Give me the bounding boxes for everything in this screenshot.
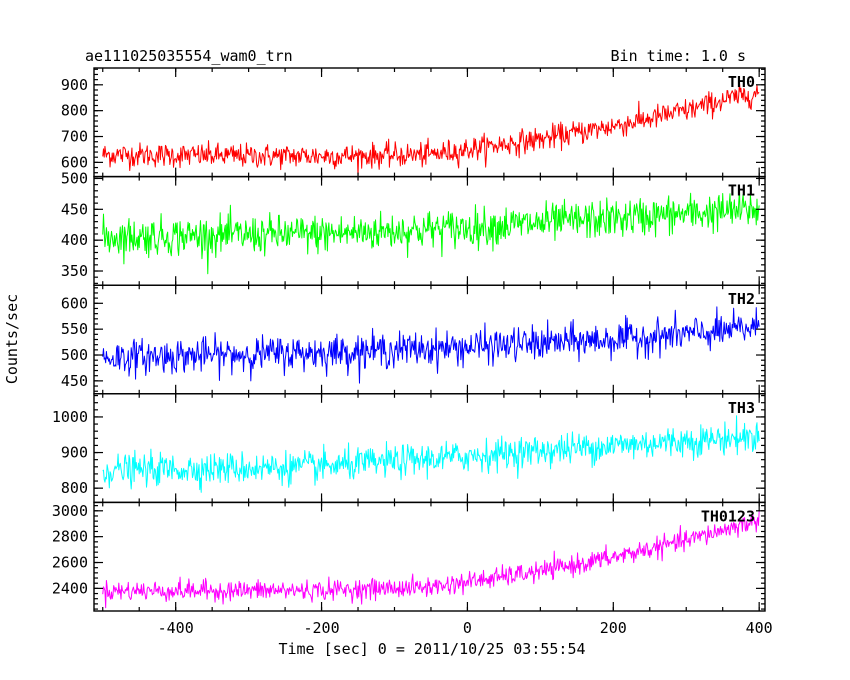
y-axis-label: Counts/sec [3, 294, 21, 384]
chart-subtitle: Bin time: 1.0 s [611, 47, 746, 65]
series-line-th0123 [102, 510, 760, 609]
series-line-th2 [102, 306, 760, 384]
series-line-th0 [102, 81, 760, 177]
panel-label-th0123: TH0123 [701, 507, 755, 525]
y-tick-label: 1000 [52, 408, 88, 426]
panel-label-th0: TH0 [728, 73, 755, 91]
x-tick-label: -400 [158, 619, 194, 637]
x-tick-label: 0 [463, 619, 472, 637]
panel-th1: 350 400 450 500 TH1 [61, 169, 766, 286]
x-tick-label: 400 [746, 619, 773, 637]
y-tick-label: 800 [61, 479, 88, 497]
series-line-th3 [102, 415, 760, 493]
x-axis-label: Time [sec] 0 = 2011/10/25 03:55:54 [278, 640, 585, 658]
chart-title: ae111025035554_wam0_trn [85, 47, 293, 65]
y-tick-label: 700 [61, 128, 88, 146]
y-tick-label: 350 [61, 262, 88, 280]
y-tick-label: 550 [61, 320, 88, 338]
y-tick-label: 900 [61, 444, 88, 462]
y-tick-label: 800 [61, 102, 88, 120]
panel-label-th3: TH3 [728, 399, 755, 417]
panel-frame [93, 175, 766, 286]
x-tick-label: 200 [600, 619, 627, 637]
y-tick-label: 900 [61, 76, 88, 94]
panel-th3: 800 900 1000 TH3 [52, 393, 766, 504]
y-tick-label: 500 [61, 169, 88, 187]
y-tick-label: 2600 [52, 554, 88, 572]
y-tick-label: 450 [61, 200, 88, 218]
y-tick-label: 2800 [52, 528, 88, 546]
y-tick-label: 500 [61, 346, 88, 364]
y-tick-label: 600 [61, 294, 88, 312]
y-tick-label: 3000 [52, 502, 88, 520]
panel-label-th2: TH2 [728, 290, 755, 308]
panel-stack: 600 700 800 900 TH0 350 400 450 500 TH1 450 500 550 6… [52, 67, 766, 612]
panel-frame [93, 67, 766, 178]
y-tick-label: 2400 [52, 579, 88, 597]
y-tick-label: 600 [61, 153, 88, 171]
panel-label-th1: TH1 [728, 182, 755, 200]
y-tick-label: 450 [61, 372, 88, 390]
panel-frame [93, 393, 766, 504]
y-tick-label: 400 [61, 231, 88, 249]
panel-th0: 600 700 800 900 TH0 [61, 67, 766, 178]
x-axis: -400 -200 0 200 400 [158, 619, 773, 637]
panel-th2: 450 500 550 600 TH2 [61, 284, 766, 395]
series-line-th1 [102, 188, 760, 275]
panel-th0123: 2400 2600 2800 3000 TH0123 [52, 501, 766, 612]
panel-frame [93, 501, 766, 612]
panel-frame [93, 284, 766, 395]
x-tick-label: -200 [303, 619, 339, 637]
